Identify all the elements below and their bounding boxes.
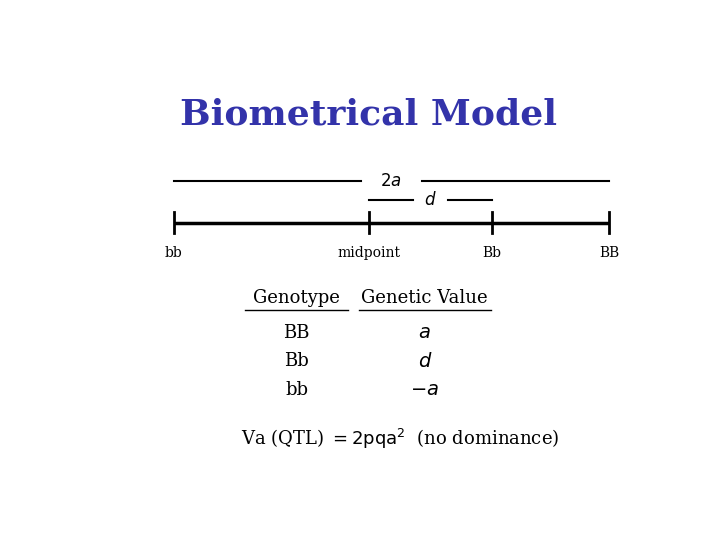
Text: BB: BB	[599, 246, 619, 260]
Text: bb: bb	[165, 246, 183, 260]
Text: midpoint: midpoint	[338, 246, 400, 260]
Text: $a$: $a$	[418, 324, 431, 342]
Text: $d$: $d$	[424, 191, 437, 209]
Text: $-a$: $-a$	[410, 381, 439, 399]
Text: Bb: Bb	[284, 352, 309, 370]
Text: $2a$: $2a$	[380, 173, 402, 190]
Text: Biometrical Model: Biometrical Model	[181, 98, 557, 132]
Text: bb: bb	[285, 381, 308, 399]
Text: Bb: Bb	[482, 246, 501, 260]
Text: Va (QTL) $= 2\mathrm{pqa}^2$  (no dominance): Va (QTL) $= 2\mathrm{pqa}^2$ (no dominan…	[240, 427, 559, 451]
Text: $d$: $d$	[418, 352, 432, 371]
Text: Genetic Value: Genetic Value	[361, 289, 488, 307]
Text: Genotype: Genotype	[253, 289, 340, 307]
Text: BB: BB	[283, 324, 310, 342]
